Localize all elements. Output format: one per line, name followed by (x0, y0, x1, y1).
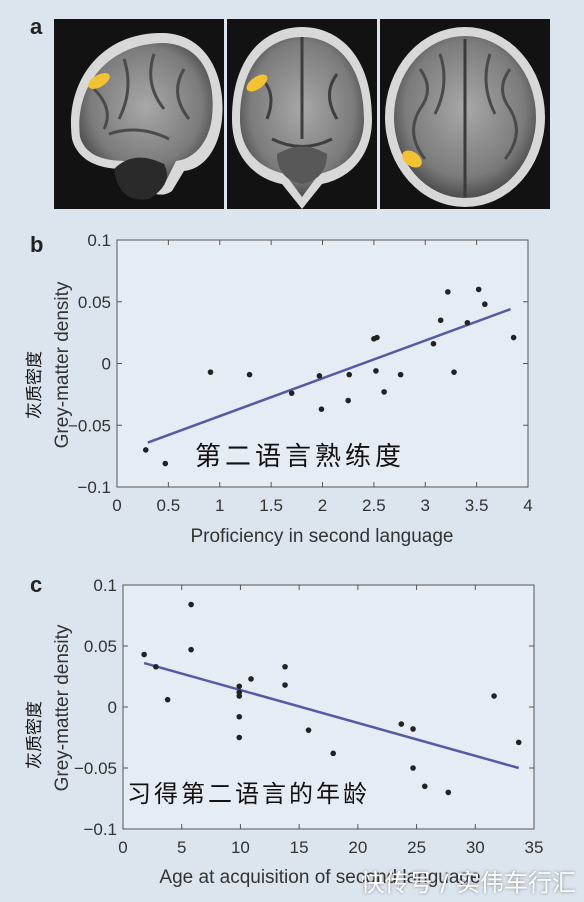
data-point (373, 368, 379, 374)
data-point (410, 726, 416, 732)
data-point (305, 727, 312, 733)
data-point (398, 721, 405, 727)
y-tick-label: −0.05 (68, 416, 111, 435)
panel-label-a: a (30, 14, 43, 39)
data-point (188, 601, 194, 608)
x-tick-label: 3 (421, 496, 430, 515)
trend-line (143, 661, 520, 770)
data-point (482, 301, 488, 308)
data-point (282, 682, 288, 688)
highlight-region (246, 74, 268, 92)
data-point (162, 460, 169, 467)
mri-sagittal-view (54, 19, 224, 209)
data-point (141, 651, 147, 658)
mri-coronal-image (227, 19, 377, 209)
x-tick-label: 2.5 (362, 496, 386, 515)
chart-b: Proficiency in second language Grey-matt… (25, 231, 533, 547)
data-point (445, 789, 452, 796)
data-point (510, 334, 517, 341)
x-tick-label: 30 (466, 838, 485, 857)
data-point (248, 676, 254, 682)
y-axis-label: Grey-matter density (52, 281, 73, 448)
annotation: 第二语言熟练度 (195, 442, 405, 472)
data-point (430, 340, 437, 347)
data-point (410, 765, 416, 771)
plot-area (122, 584, 535, 830)
highlight-region (88, 73, 110, 89)
data-point (207, 369, 214, 375)
data-point (288, 390, 295, 396)
data-point (282, 663, 288, 670)
x-tick-label: 20 (348, 838, 367, 857)
data-point (236, 693, 243, 699)
panel-label-c: c (30, 572, 43, 597)
data-point (246, 371, 253, 378)
x-tick-label: 35 (525, 838, 544, 857)
y-tick-label: 0 (102, 355, 111, 374)
y-tick-label: 0.1 (93, 576, 117, 595)
mri-axial-image (380, 19, 550, 209)
data-point (437, 317, 444, 324)
data-point (153, 663, 159, 670)
mri-sagittal-image (54, 19, 224, 209)
y-tick-label: −0.1 (77, 478, 111, 497)
y-axis-label-cn: 灰质密度 (25, 351, 45, 419)
data-point (330, 750, 336, 757)
data-point (316, 373, 323, 379)
x-tick-label: 5 (177, 838, 186, 857)
data-point (236, 734, 243, 741)
x-tick-label: 4 (523, 496, 532, 515)
x-tick-label: 0 (112, 496, 121, 515)
x-axis-label: Age at acquisition of second language (159, 867, 480, 888)
data-point (491, 693, 497, 699)
y-axis-label: Grey-matter density (52, 624, 73, 791)
data-point (188, 646, 194, 653)
y-axis-label-cn: 灰质密度 (25, 701, 45, 769)
data-point (142, 447, 149, 453)
watermark: 快传号 / 实伟车行汇 (360, 869, 576, 897)
data-point (451, 369, 457, 375)
data-point (346, 371, 353, 378)
data-point (397, 371, 404, 378)
y-tick-label: 0 (108, 698, 117, 717)
x-tick-label: 2 (318, 496, 327, 515)
mri-axial-view (380, 19, 550, 209)
data-point (515, 739, 522, 746)
data-point (445, 289, 451, 295)
data-point (236, 713, 243, 720)
x-tick-label: 25 (407, 838, 426, 857)
data-point (374, 334, 380, 341)
data-point (464, 319, 471, 326)
x-tick-label: 15 (290, 838, 309, 857)
trend-line (147, 307, 511, 444)
chart-c: Age at acquisition of second language Gr… (25, 576, 544, 888)
data-point (164, 696, 171, 703)
data-point (345, 397, 351, 404)
y-tick-label: −0.05 (74, 759, 117, 778)
data-point (475, 286, 482, 293)
x-tick-label: 3.5 (465, 496, 489, 515)
y-tick-label: 0.05 (78, 293, 111, 312)
data-point (236, 683, 243, 690)
x-axis-label: Proficiency in second language (190, 526, 453, 547)
annotation: 习得第二语言的年龄 (127, 780, 370, 808)
x-tick-label: 1 (215, 496, 224, 515)
x-tick-label: 0.5 (157, 496, 181, 515)
y-tick-label: 0.05 (84, 637, 117, 656)
mri-coronal-view (227, 19, 377, 209)
panel-label-b: b (30, 232, 44, 257)
y-tick-label: 0.1 (87, 231, 111, 250)
data-point (318, 406, 325, 412)
x-tick-label: 0 (118, 838, 127, 857)
x-tick-label: 10 (231, 838, 250, 857)
highlight-region (402, 150, 422, 168)
x-tick-label: 1.5 (259, 496, 283, 515)
data-point (421, 783, 428, 790)
data-point (381, 389, 387, 395)
y-tick-label: −0.1 (83, 820, 117, 839)
